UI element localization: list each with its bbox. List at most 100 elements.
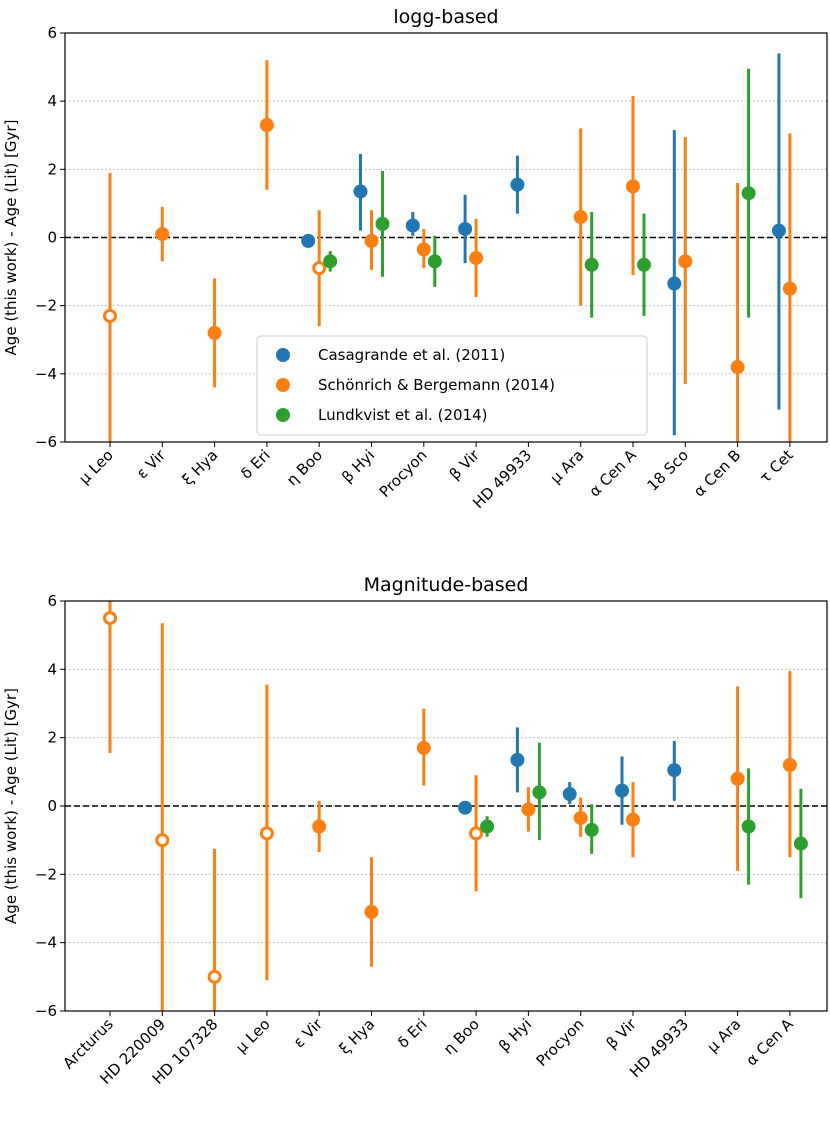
x-tick-label: Procyon xyxy=(533,1015,588,1070)
x-tick-label: Procyon xyxy=(376,446,431,501)
x-tick-label: β Vir xyxy=(446,446,484,484)
x-tick-label: 18 Sco xyxy=(643,446,692,495)
y-tick-label: −2 xyxy=(35,297,57,315)
point-casagrande xyxy=(458,800,473,815)
point-open-schoenrich xyxy=(155,833,170,848)
legend-marker-casagrande xyxy=(276,348,290,362)
y-tick-label: 0 xyxy=(47,229,57,247)
point-open-schoenrich xyxy=(469,826,484,841)
point-schoenrich xyxy=(782,758,797,772)
point-schoenrich xyxy=(364,904,379,919)
legend-label-lundkvist: Lundkvist et al. (2014) xyxy=(318,406,487,424)
data-layer xyxy=(103,601,808,1011)
y-tick-label: −6 xyxy=(35,1002,57,1020)
point-casagrande xyxy=(458,221,473,236)
point-lundkvist xyxy=(741,186,756,201)
y-tick-label: 6 xyxy=(47,24,57,42)
x-tick-label: β Vir xyxy=(603,1015,641,1053)
point-schoenrich xyxy=(364,233,379,248)
point-lundkvist xyxy=(793,836,808,851)
legend-marker-lundkvist xyxy=(276,408,290,422)
y-tick-label: −6 xyxy=(35,433,57,451)
point-lundkvist xyxy=(584,822,599,837)
point-casagrande xyxy=(667,763,682,778)
point-schoenrich xyxy=(416,740,431,755)
x-tick-label: η Boo xyxy=(440,1015,483,1058)
point-lundkvist xyxy=(637,257,651,272)
x-tick-label: δ Eri xyxy=(237,446,274,483)
y-axis-label: Age (this work) - Age (Lit) [Gyr] xyxy=(2,688,20,924)
x-tick-label: μ Ara xyxy=(703,1015,744,1056)
data-layer xyxy=(103,53,797,442)
point-casagrande xyxy=(405,218,420,233)
y-tick-label: 6 xyxy=(47,592,57,610)
point-open-schoenrich xyxy=(103,308,117,323)
y-tick-label: 4 xyxy=(47,92,57,110)
point-open-schoenrich xyxy=(312,261,327,276)
point-open-schoenrich xyxy=(103,611,117,626)
point-schoenrich xyxy=(573,210,588,225)
x-tick-label: α Cen A xyxy=(742,1015,797,1070)
x-tick-label: μ Leo xyxy=(75,446,117,488)
point-casagrande xyxy=(353,184,368,199)
point-casagrande xyxy=(615,783,629,798)
point-schoenrich xyxy=(521,802,536,817)
x-tick-label: η Boo xyxy=(283,446,326,489)
point-casagrande xyxy=(510,177,525,192)
point-schoenrich xyxy=(259,118,274,133)
chart-title: logg-based xyxy=(393,6,498,28)
y-tick-label: 2 xyxy=(47,160,57,178)
point-schoenrich xyxy=(626,179,640,194)
x-tick-label: ε Vir xyxy=(290,1015,327,1052)
point-casagrande xyxy=(562,787,577,802)
legend-marker-schoenrich xyxy=(276,378,290,392)
y-tick-label: 0 xyxy=(47,797,57,815)
point-casagrande xyxy=(667,276,682,291)
y-tick-label: −4 xyxy=(35,934,57,952)
x-tick-label: β Hyi xyxy=(338,446,378,486)
x-tick-label: ξ Hya xyxy=(336,1015,379,1058)
panel-logg-based: −6 −4 −2 0 2 4 6 μ Leo ε Vir ξ Hya δ Eri η Boo β Hyi… xyxy=(2,6,828,512)
legend: Casagrande et al. (2011) Schönrich & Berg… xyxy=(256,335,648,436)
y-axis-label: Age (this work) - Age (Lit) [Gyr] xyxy=(2,120,20,356)
y-tick-label: −4 xyxy=(35,365,57,383)
point-schoenrich xyxy=(155,227,170,242)
point-lundkvist xyxy=(375,216,390,231)
x-tick-label: μ Ara xyxy=(547,446,588,487)
point-schoenrich xyxy=(678,254,693,269)
point-schoenrich xyxy=(416,242,431,257)
x-tick-label: α Cen B xyxy=(690,446,744,500)
point-schoenrich xyxy=(782,281,797,296)
point-schoenrich xyxy=(626,812,640,827)
point-schoenrich xyxy=(312,819,327,834)
legend-frame xyxy=(256,335,648,436)
point-open-schoenrich xyxy=(259,826,274,841)
point-schoenrich xyxy=(207,325,222,340)
point-open-schoenrich xyxy=(207,969,222,984)
y-tick-label: 2 xyxy=(47,729,57,747)
x-tick-label: α Cen A xyxy=(585,446,640,501)
point-lundkvist xyxy=(427,254,442,269)
point-schoenrich xyxy=(573,810,588,825)
x-tick-label: ξ Hya xyxy=(179,446,222,489)
y-tick-label: 4 xyxy=(47,660,57,678)
point-schoenrich xyxy=(730,771,745,786)
x-tick-label: δ Eri xyxy=(394,1015,431,1052)
point-lundkvist xyxy=(741,819,756,834)
x-tick-label: μ Leo xyxy=(232,1015,274,1057)
point-lundkvist xyxy=(532,785,547,800)
point-lundkvist xyxy=(323,254,338,269)
point-casagrande xyxy=(301,233,316,248)
point-casagrande xyxy=(771,223,786,238)
x-tick-label: β Hyi xyxy=(495,1015,535,1055)
point-lundkvist xyxy=(584,257,599,272)
point-schoenrich xyxy=(469,250,484,265)
legend-label-schoenrich: Schönrich & Bergemann (2014) xyxy=(318,376,555,394)
point-casagrande xyxy=(510,752,525,767)
x-tick-label: τ Cet xyxy=(756,446,797,487)
x-tick-label: ε Vir xyxy=(133,446,170,483)
y-tick-label: −2 xyxy=(35,865,57,883)
point-lundkvist xyxy=(480,819,495,834)
